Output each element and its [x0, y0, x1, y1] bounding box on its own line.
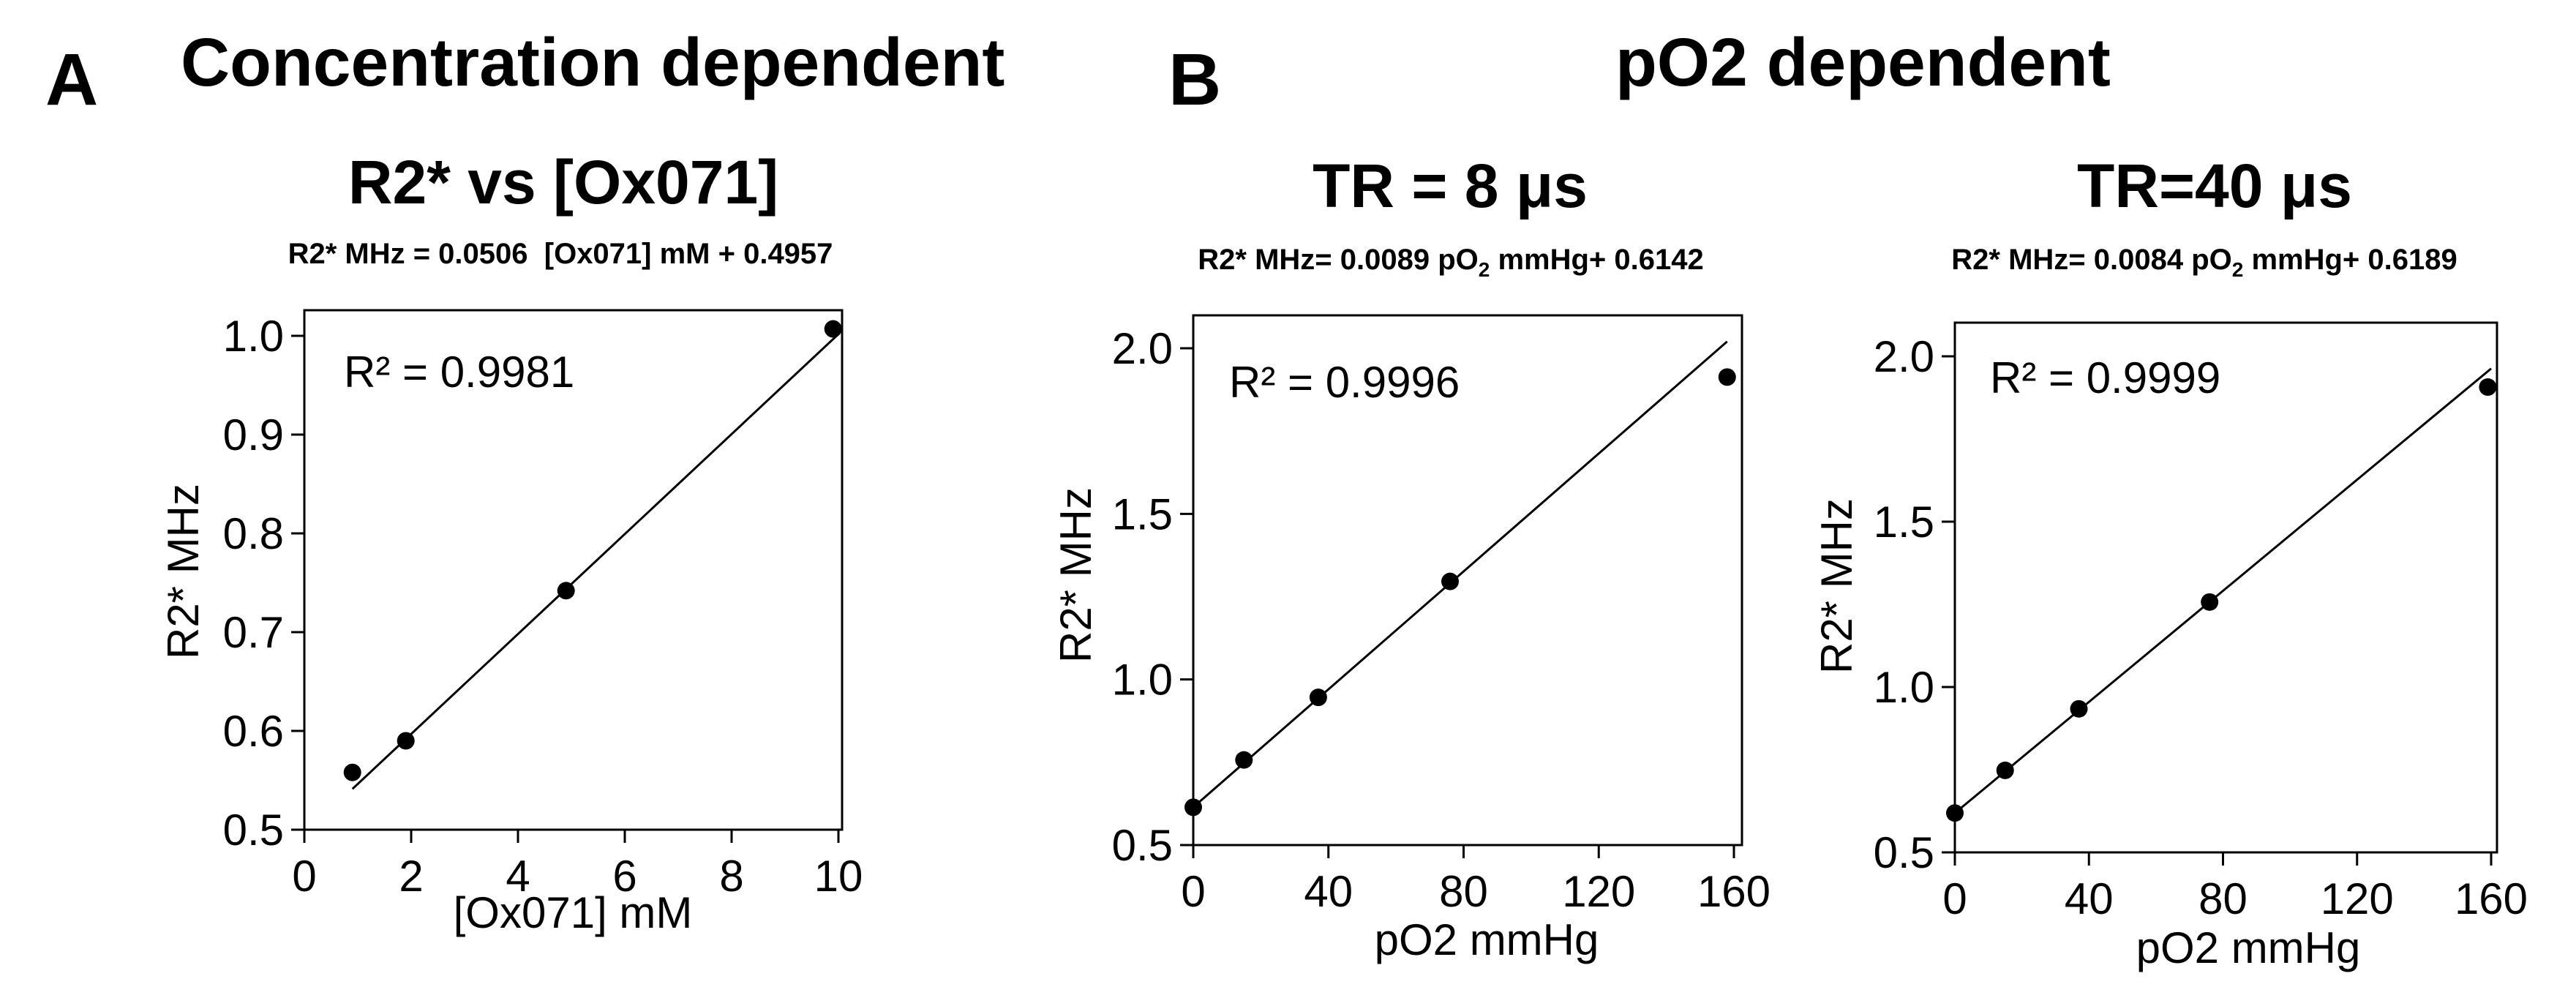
plot-frame	[303, 309, 844, 831]
data-point	[2070, 699, 2088, 718]
y-tick-label: 0.5	[223, 806, 284, 855]
x-axis-ticks: 0 40 80 120 160	[1942, 852, 2528, 923]
x-tick-label: 0	[292, 852, 316, 901]
fit-equation-suffix: mmHg+ 0.6142	[1490, 244, 1703, 276]
fit-equation: R2* MHz = 0.0506 [Ox071] mM + 0.4957	[288, 238, 833, 270]
y-tick-label: 1.5	[1112, 489, 1173, 538]
fit-lines	[1954, 367, 2492, 814]
r-squared-label: R² = 0.9999	[1990, 353, 2220, 402]
fit-equation-subscript: 2	[1479, 258, 1490, 281]
chart-tr-8us: TR = 8 μs R2* MHz= 0.0089 pO2 mmHg+ 0.61…	[1051, 151, 1770, 964]
panel-b-letter: B	[1168, 39, 1221, 121]
data-points	[1184, 368, 1736, 817]
chart-title: TR = 8 μs	[1313, 151, 1588, 220]
fit-lines	[1193, 340, 1728, 808]
x-tick-label: 10	[814, 852, 863, 901]
data-point	[1718, 368, 1736, 386]
y-tick-label: 1.5	[1874, 498, 1934, 547]
y-tick-label: 0.7	[223, 608, 284, 657]
x-axis-label: [Ox071] mM	[454, 888, 693, 937]
fit-equation-prefix: R2* MHz= 0.0084 pO	[1951, 244, 2232, 276]
data-points	[1946, 378, 2497, 822]
data-point	[2479, 378, 2497, 397]
data-point	[343, 763, 361, 781]
y-tick-label: 0.6	[223, 707, 284, 756]
data-point	[397, 732, 415, 750]
x-axis-ticks: 0 40 80 120 160	[1181, 845, 1770, 916]
fit-line	[351, 333, 840, 790]
y-axis-label: R2* MHz	[1051, 487, 1100, 663]
y-tick-label: 1.0	[1874, 663, 1934, 712]
x-axis-ticks: 0 2 4 6 8 10	[292, 830, 863, 901]
y-tick-label: 0.9	[223, 410, 284, 459]
y-axis-ticks: 0.5 0.6 0.7 0.8 0.9 1.0	[223, 312, 304, 855]
chart-tr-40us: TR=40 μs R2* MHz= 0.0084 pO2 mmHg+ 0.618…	[1812, 151, 2528, 972]
fit-line	[1193, 340, 1728, 808]
panel-a-heading: Concentration dependent	[181, 24, 1005, 100]
x-tick-label: 2	[399, 852, 423, 901]
fit-equation-suffix: mmHg+ 0.6189	[2243, 244, 2457, 276]
y-axis-ticks: 0.5 1.0 1.5 2.0	[1874, 332, 1955, 877]
data-point	[1441, 572, 1460, 590]
data-point	[824, 320, 842, 338]
y-tick-label: 0.5	[1874, 828, 1934, 877]
r-squared-label: R² = 0.9996	[1229, 358, 1460, 407]
fit-equation: R2* MHz= 0.0084 pO2 mmHg+ 0.6189	[1951, 244, 2457, 281]
data-points	[343, 320, 842, 781]
x-tick-label: 160	[2455, 874, 2528, 923]
chart-concentration: R2* vs [Ox071] R2* MHz = 0.0506 [Ox071] …	[159, 148, 863, 937]
data-point	[1235, 751, 1253, 769]
x-tick-label: 40	[1304, 867, 1353, 916]
x-tick-label: 4	[506, 852, 530, 901]
plot-frame	[1953, 321, 2498, 854]
x-tick-label: 0	[1942, 874, 1967, 923]
data-point	[557, 582, 575, 600]
data-point	[1309, 688, 1327, 707]
fit-lines	[351, 333, 840, 790]
chart-title: R2* vs [Ox071]	[348, 148, 778, 217]
x-tick-label: 80	[1439, 867, 1488, 916]
y-tick-label: 2.0	[1112, 324, 1173, 373]
y-tick-label: 1.0	[223, 312, 284, 361]
chart-title: TR=40 μs	[2077, 151, 2352, 220]
x-tick-label: 120	[1562, 867, 1635, 916]
panel-b-heading: pO2 dependent	[1615, 24, 2111, 100]
x-tick-label: 160	[1697, 867, 1770, 916]
panel-a-letter: A	[45, 39, 98, 121]
x-tick-label: 120	[2321, 874, 2394, 923]
fit-equation-subscript: 2	[2232, 258, 2244, 281]
data-point	[1996, 761, 2014, 779]
r-squared-label: R² = 0.9981	[344, 348, 574, 397]
data-point	[1184, 798, 1202, 817]
x-axis-label: pO2 mmHg	[1375, 915, 1599, 964]
y-axis-ticks: 0.5 1.0 1.5 2.0	[1112, 324, 1193, 870]
fit-equation-prefix: R2* MHz= 0.0089 pO	[1198, 244, 1479, 276]
x-tick-label: 80	[2198, 874, 2248, 923]
fit-equation: R2* MHz= 0.0089 pO2 mmHg+ 0.6142	[1198, 244, 1703, 281]
x-tick-label: 8	[719, 852, 743, 901]
y-tick-label: 2.0	[1874, 332, 1934, 381]
y-axis-label: R2* MHz	[1812, 498, 1861, 674]
y-tick-label: 0.8	[223, 509, 284, 558]
plot-frame	[1192, 314, 1743, 847]
y-tick-label: 0.5	[1112, 821, 1173, 870]
data-point	[1946, 804, 1964, 822]
y-axis-label: R2* MHz	[159, 484, 208, 659]
y-tick-label: 1.0	[1112, 656, 1173, 705]
x-tick-label: 6	[612, 852, 637, 901]
x-axis-label: pO2 mmHg	[2136, 923, 2361, 972]
fit-line	[1954, 367, 2492, 814]
data-point	[2201, 593, 2219, 611]
x-tick-label: 40	[2065, 874, 2114, 923]
x-tick-label: 0	[1181, 867, 1205, 916]
